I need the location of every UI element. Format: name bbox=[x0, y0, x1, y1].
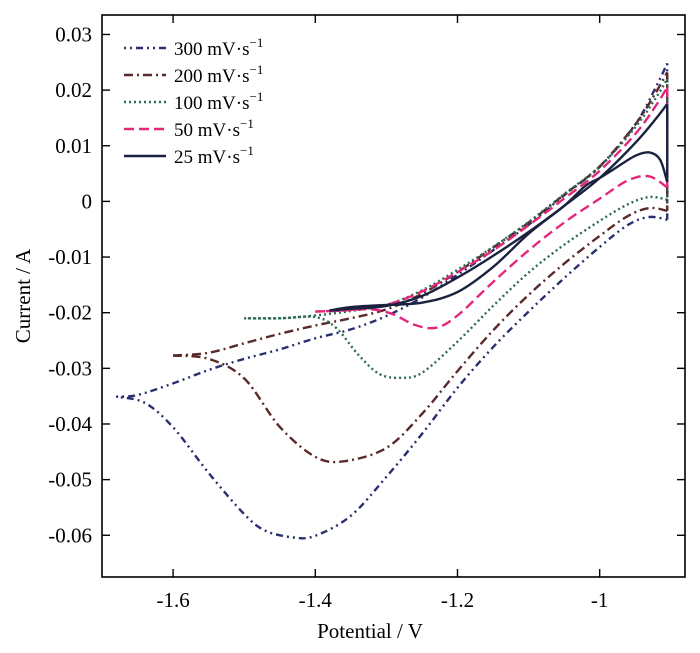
y-tick-label: 0 bbox=[82, 189, 93, 213]
legend-label-text: 25 mV·s bbox=[174, 147, 240, 168]
y-tick-label: -0.04 bbox=[48, 412, 92, 436]
legend-label-superscript: −1 bbox=[240, 116, 254, 131]
series-5-reverse-sweep bbox=[329, 151, 669, 312]
legend-label-text: 200 mV·s bbox=[174, 66, 249, 87]
y-tick-label: -0.03 bbox=[48, 356, 92, 380]
y-tick-label: -0.05 bbox=[48, 468, 92, 492]
legend-label-superscript: −1 bbox=[249, 89, 263, 104]
series-5 bbox=[329, 103, 669, 312]
legend-label-text: 300 mV·s bbox=[174, 39, 249, 60]
x-tick-label: -1.2 bbox=[441, 588, 474, 612]
legend-label-1: 300 mV·s−1 bbox=[174, 35, 263, 60]
x-tick-label: -1.6 bbox=[156, 588, 189, 612]
series-1-forward-sweep bbox=[116, 62, 669, 398]
y-tick-label: 0.01 bbox=[55, 134, 92, 158]
legend-label-text: 50 mV·s bbox=[174, 120, 240, 141]
y-axis-label: Current / A bbox=[11, 248, 35, 343]
x-tick-label: -1.4 bbox=[299, 588, 333, 612]
plot-frame bbox=[101, 14, 686, 578]
legend-label-4: 50 mV·s−1 bbox=[174, 116, 254, 141]
y-tick-label: 0.03 bbox=[55, 22, 92, 46]
series-layer bbox=[115, 62, 669, 540]
series-2-reverse-sweep bbox=[172, 206, 668, 464]
y-tick-label: -0.06 bbox=[48, 523, 92, 547]
legend-label-superscript: −1 bbox=[249, 35, 263, 50]
y-axis-ticks: 0.03 0.02 0.01 0 -0.01 -0.02 -0.03 -0.04 -0.05 -0… bbox=[48, 22, 685, 547]
series-3-reverse-sweep bbox=[244, 195, 668, 380]
series-3 bbox=[244, 78, 669, 380]
legend-label-text: 100 mV·s bbox=[174, 93, 249, 114]
legend-label-superscript: −1 bbox=[240, 143, 254, 158]
legend-label-3: 100 mV·s−1 bbox=[174, 89, 263, 114]
series-4 bbox=[315, 86, 669, 330]
series-5-forward-sweep bbox=[329, 103, 669, 312]
y-tick-label: -0.01 bbox=[48, 245, 92, 269]
y-tick-label: 0.02 bbox=[55, 78, 92, 102]
series-1-reverse-sweep bbox=[115, 215, 668, 540]
series-3-forward-sweep bbox=[244, 78, 669, 320]
x-axis-label: Potential / V bbox=[317, 619, 423, 643]
legend-label-superscript: −1 bbox=[249, 62, 263, 77]
series-4-reverse-sweep bbox=[315, 174, 668, 330]
legend-label-5: 25 mV·s−1 bbox=[174, 143, 254, 168]
y-tick-label: -0.02 bbox=[48, 301, 92, 325]
x-axis-ticks: -1.6 -1.4 -1.2 -1 bbox=[156, 15, 608, 612]
legend-label-2: 200 mV·s−1 bbox=[174, 62, 263, 87]
series-4-forward-sweep bbox=[315, 86, 669, 313]
series-2-forward-sweep bbox=[173, 71, 669, 357]
x-tick-label: -1 bbox=[591, 588, 609, 612]
